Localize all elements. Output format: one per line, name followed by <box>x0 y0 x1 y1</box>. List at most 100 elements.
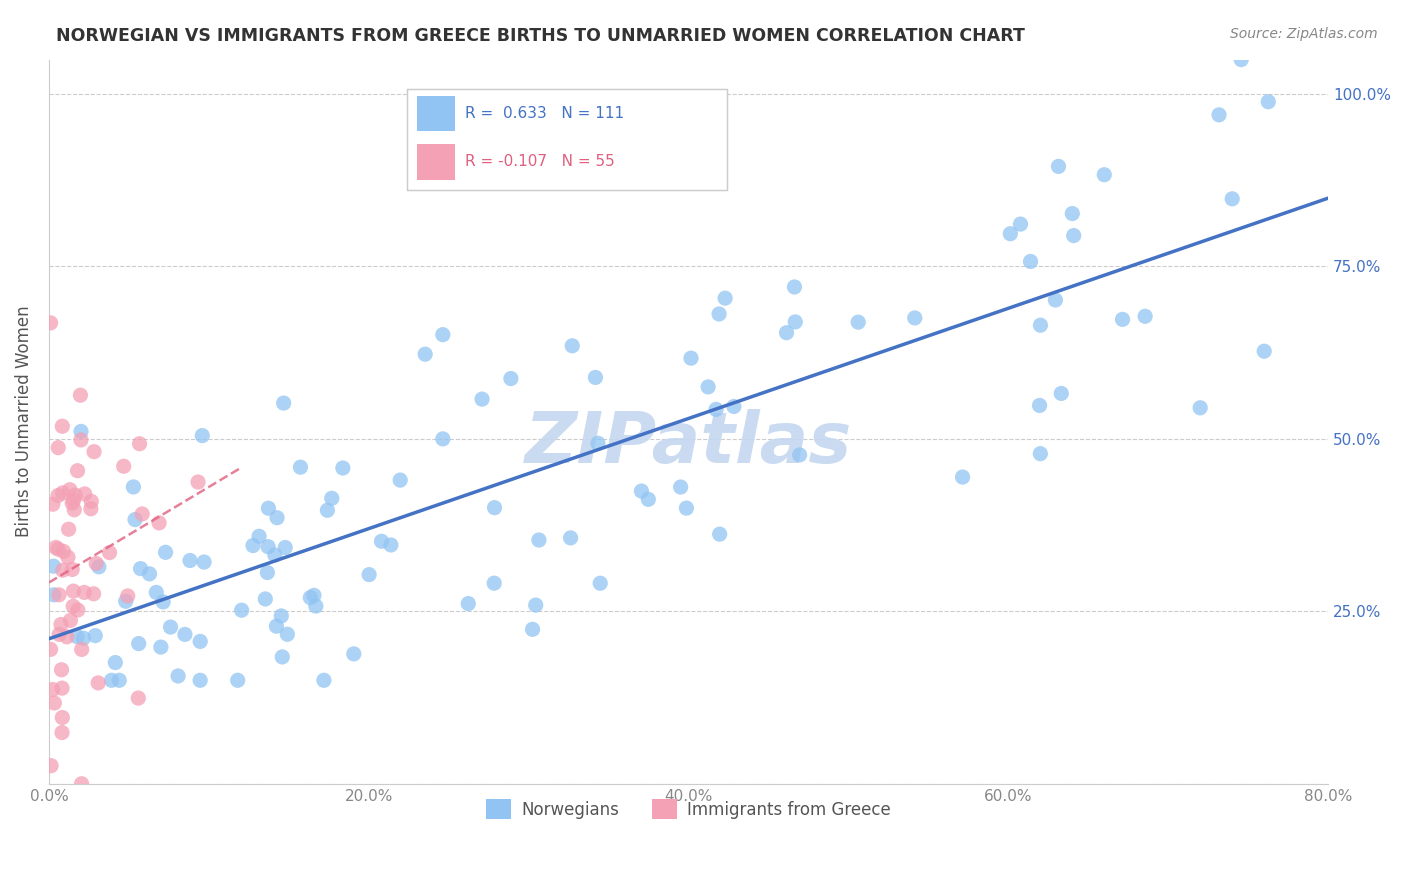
Norwegians <box>1062 206 1084 220</box>
Norwegians <box>231 603 253 617</box>
Norwegians <box>152 595 174 609</box>
Norwegians <box>257 501 280 516</box>
Norwegians <box>1220 192 1243 206</box>
Norwegians <box>122 480 145 494</box>
Immigrants from Greece <box>60 496 83 510</box>
Norwegians <box>242 539 264 553</box>
Norwegians <box>274 541 297 555</box>
Norwegians <box>332 461 354 475</box>
Norwegians <box>1010 217 1032 231</box>
Norwegians <box>188 673 211 688</box>
Norwegians <box>129 561 152 575</box>
Norwegians <box>42 588 65 602</box>
Norwegians <box>707 307 730 321</box>
Immigrants from Greece <box>66 603 89 617</box>
Immigrants from Greece <box>80 494 103 508</box>
Norwegians <box>290 460 312 475</box>
Norwegians <box>1253 344 1275 359</box>
Norwegians <box>630 484 652 499</box>
Norwegians <box>114 594 136 608</box>
Norwegians <box>191 428 214 442</box>
Norwegians <box>226 673 249 688</box>
Immigrants from Greece <box>128 436 150 450</box>
Immigrants from Greece <box>51 710 73 724</box>
Immigrants from Greece <box>98 546 121 560</box>
Norwegians <box>276 627 298 641</box>
Norwegians <box>697 380 720 394</box>
Norwegians <box>785 315 807 329</box>
Norwegians <box>305 599 328 613</box>
Norwegians <box>1133 310 1156 324</box>
Immigrants from Greece <box>83 587 105 601</box>
Norwegians <box>257 540 280 554</box>
Immigrants from Greece <box>58 522 80 536</box>
Norwegians <box>138 566 160 581</box>
Norwegians <box>1208 108 1230 122</box>
Norwegians <box>266 619 288 633</box>
Norwegians <box>188 634 211 648</box>
Norwegians <box>155 545 177 559</box>
Immigrants from Greece <box>46 542 69 557</box>
Norwegians <box>389 473 412 487</box>
Norwegians <box>1000 227 1022 241</box>
Immigrants from Greece <box>66 464 89 478</box>
Norwegians <box>1230 53 1253 67</box>
Immigrants from Greece <box>62 584 84 599</box>
Norwegians <box>380 538 402 552</box>
Norwegians <box>1029 318 1052 333</box>
Immigrants from Greece <box>44 696 66 710</box>
Norwegians <box>527 533 550 547</box>
Immigrants from Greece <box>127 691 149 706</box>
Immigrants from Greece <box>131 507 153 521</box>
Norwegians <box>1092 168 1115 182</box>
Immigrants from Greece <box>69 388 91 402</box>
Norwegians <box>128 637 150 651</box>
Norwegians <box>471 392 494 406</box>
Norwegians <box>159 620 181 634</box>
Immigrants from Greece <box>59 614 82 628</box>
Norwegians <box>723 400 745 414</box>
Norwegians <box>167 669 190 683</box>
Norwegians <box>100 673 122 688</box>
Norwegians <box>904 310 927 325</box>
Norwegians <box>179 553 201 567</box>
Norwegians <box>145 585 167 599</box>
Norwegians <box>1189 401 1212 415</box>
Immigrants from Greece <box>117 589 139 603</box>
Immigrants from Greece <box>39 758 62 772</box>
Norwegians <box>589 576 612 591</box>
Immigrants from Greece <box>42 497 65 511</box>
Norwegians <box>66 630 89 644</box>
Norwegians <box>87 559 110 574</box>
Norwegians <box>254 591 277 606</box>
Immigrants from Greece <box>80 501 103 516</box>
Immigrants from Greece <box>49 617 72 632</box>
Norwegians <box>370 534 392 549</box>
Norwegians <box>482 576 505 591</box>
Immigrants from Greece <box>48 588 70 602</box>
Norwegians <box>72 631 94 645</box>
Immigrants from Greece <box>65 488 87 502</box>
Norwegians <box>586 436 609 450</box>
Immigrants from Greece <box>46 441 69 455</box>
Norwegians <box>149 640 172 654</box>
Immigrants from Greece <box>48 627 70 641</box>
Norwegians <box>312 673 335 688</box>
Norwegians <box>524 598 547 612</box>
Norwegians <box>256 566 278 580</box>
Text: ZIPatlas: ZIPatlas <box>524 409 852 478</box>
Immigrants from Greece <box>60 562 83 576</box>
Immigrants from Greece <box>51 725 73 739</box>
Y-axis label: Births to Unmarried Women: Births to Unmarried Women <box>15 306 32 538</box>
Norwegians <box>952 470 974 484</box>
Norwegians <box>343 647 366 661</box>
Immigrants from Greece <box>62 493 84 508</box>
Immigrants from Greece <box>45 541 67 555</box>
Norwegians <box>1111 312 1133 326</box>
Immigrants from Greece <box>73 585 96 599</box>
Norwegians <box>124 512 146 526</box>
Immigrants from Greece <box>46 489 69 503</box>
Norwegians <box>499 371 522 385</box>
Norwegians <box>583 370 606 384</box>
Norwegians <box>669 480 692 494</box>
